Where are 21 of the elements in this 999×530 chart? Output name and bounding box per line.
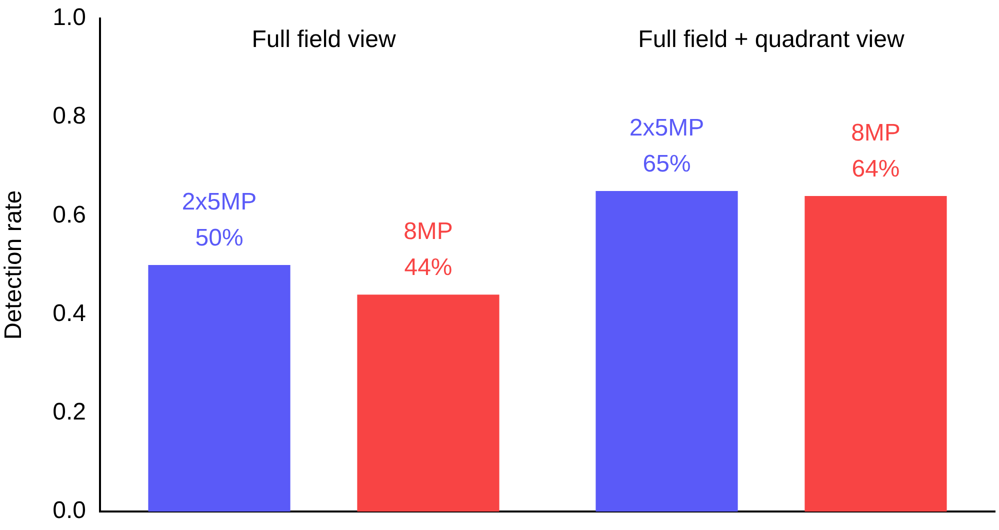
data-label: 64% [852, 156, 900, 183]
y-tick-label: 0.2 [52, 398, 86, 426]
bar [596, 191, 738, 512]
y-tick-label: 0.8 [52, 102, 86, 130]
data-label: 44% [404, 254, 452, 282]
x-tick-label: Full field + quadrant view [638, 26, 905, 54]
text: 8MP [404, 218, 453, 246]
data-label: 50% [195, 224, 244, 252]
bar [357, 294, 500, 512]
x-tick-label: Full field view [252, 26, 396, 54]
text: 2x5MP [629, 114, 704, 142]
data-label: 65% [642, 150, 691, 178]
y-tick-label: 1.0 [52, 4, 86, 32]
y-axis-title: Detection rate [0, 190, 28, 340]
bar [804, 196, 947, 512]
text: 2x5MP [182, 188, 257, 216]
bar [148, 265, 290, 512]
text: 8MP [851, 120, 900, 147]
y-tick-label: 0.4 [52, 300, 86, 327]
y-tick-label: 0.6 [52, 201, 86, 228]
y-tick-label: 0.0 [52, 497, 86, 524]
